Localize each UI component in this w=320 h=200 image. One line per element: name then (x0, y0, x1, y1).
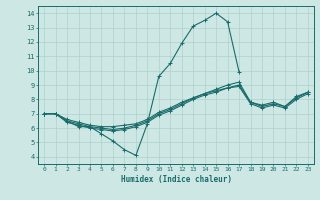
X-axis label: Humidex (Indice chaleur): Humidex (Indice chaleur) (121, 175, 231, 184)
